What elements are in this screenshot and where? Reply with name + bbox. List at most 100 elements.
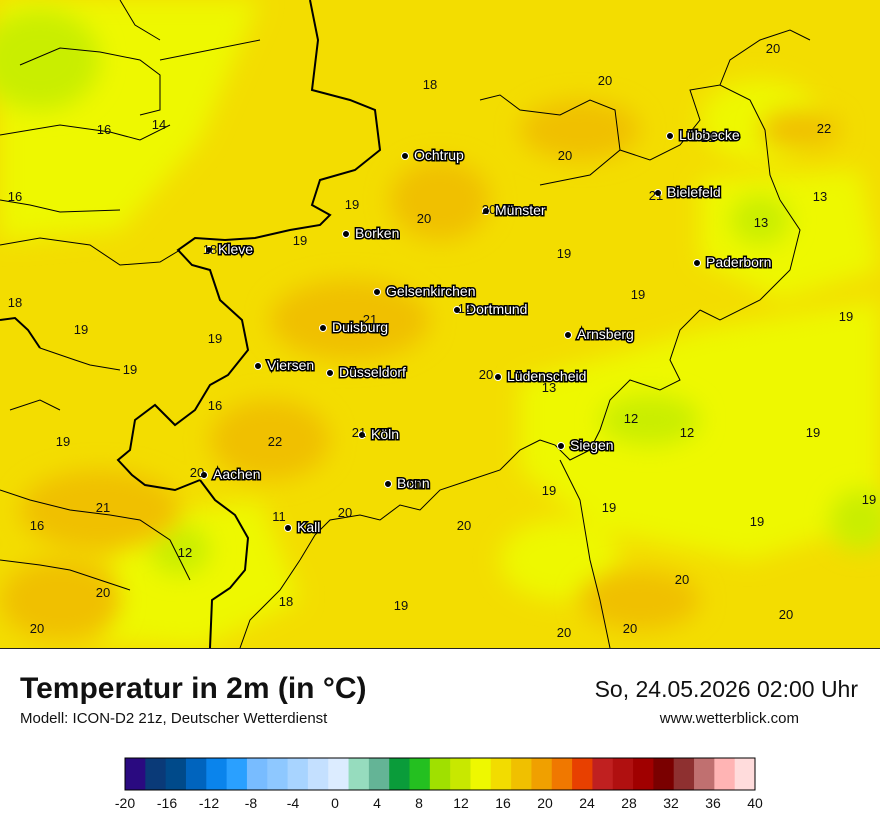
temperature-value: 16 [8, 189, 22, 204]
city-label: Siegen [570, 437, 614, 453]
city-label: Lübbecke [679, 127, 740, 143]
legend-color-cell [673, 758, 695, 790]
city-marker[interactable]: Köln [358, 425, 401, 444]
temperature-value: 16 [97, 122, 111, 137]
city-label: Bielefeld [667, 184, 721, 200]
city-label: Gelsenkirchen [386, 283, 476, 299]
city-marker[interactable]: Arnsberg [564, 325, 635, 344]
temperature-value: 19 [557, 246, 571, 261]
temperature-value: 19 [458, 301, 472, 316]
legend-tick-label: 12 [453, 795, 469, 811]
city-label: Aachen [213, 466, 260, 482]
legend-color-cell [348, 758, 370, 790]
temperature-value: 19 [56, 434, 70, 449]
temperature-value: 19 [394, 598, 408, 613]
temperature-value: 12 [178, 545, 192, 560]
city-marker[interactable]: Siegen [557, 436, 615, 455]
city-marker[interactable]: Gelsenkirchen [373, 282, 477, 301]
city-marker[interactable]: Viersen [254, 356, 316, 375]
temperature-value: 20 [457, 518, 471, 533]
city-marker[interactable]: Bonn [384, 474, 431, 493]
temperature-value: 20 [408, 477, 422, 492]
city-marker[interactable]: Dortmund [453, 300, 529, 319]
legend-tick-label: 28 [621, 795, 637, 811]
city-label: Duisburg [332, 319, 388, 335]
legend-color-cell [287, 758, 309, 790]
legend-tick-label: -20 [115, 795, 135, 811]
temperature-values: 20 20 18 22 16 14 21 20 16 13 21 20 13 1… [8, 41, 876, 640]
legend-tick-label: 16 [495, 795, 511, 811]
city-marker[interactable]: Bielefeld [654, 183, 722, 202]
city-label: Viersen [267, 357, 314, 373]
temperature-value: 20 [675, 572, 689, 587]
city-marker[interactable]: Lübbecke [666, 126, 741, 145]
legend-color-cell [714, 758, 736, 790]
temperature-value: 20 [558, 148, 572, 163]
legend-tick-label: 8 [415, 795, 423, 811]
temperature-value: 22 [817, 121, 831, 136]
legend-color-cell [450, 758, 471, 790]
temperature-value: 21 [352, 425, 366, 440]
temperature-value: 20 [779, 607, 793, 622]
city-label: Münster [495, 202, 546, 218]
temperature-value: 20 [766, 41, 780, 56]
temperature-value: 11 [272, 509, 286, 524]
temperature-value: 19 [293, 233, 307, 248]
legend-color-cell [734, 758, 756, 790]
city-label: Kall [297, 519, 320, 535]
temperature-value: 20 [623, 621, 637, 636]
temperature-value: 19 [862, 492, 876, 507]
city-label: Paderborn [706, 254, 771, 270]
legend-color-cell [511, 758, 532, 790]
temperature-value: 21 [649, 188, 663, 203]
temperature-field-warm [0, 100, 840, 640]
temperature-value: 19 [750, 514, 764, 529]
legend-color-cell [328, 758, 350, 790]
legend-color-cell [653, 758, 675, 790]
legend-color-cell [592, 758, 614, 790]
temperature-value: 18 [279, 594, 293, 609]
city-marker[interactable]: Düsseldorf [326, 363, 408, 382]
temperature-value: 12 [624, 411, 638, 426]
temperature-value: 20 [190, 465, 204, 480]
temperature-value: 19 [74, 322, 88, 337]
legend-color-cell [125, 758, 146, 790]
legend-color-cell [389, 758, 411, 790]
city-marker[interactable]: Lüdenscheid [494, 367, 588, 386]
temperature-value: 20 [417, 211, 431, 226]
forecast-datetime: So, 24.05.2026 02:00 Uhr [594, 676, 858, 702]
legend-color-cell [185, 758, 207, 790]
temperature-map: Lübbecke Ochtrup Bielefeld Münster Borke… [0, 0, 880, 649]
legend-tick-label: 20 [537, 795, 553, 811]
city-marker[interactable]: Duisburg [319, 318, 390, 337]
legend-tick-label: -16 [157, 795, 177, 811]
map-canvas[interactable]: Lübbecke Ochtrup Bielefeld Münster Borke… [0, 0, 880, 649]
temperature-value: 20 [96, 585, 110, 600]
legend-tick-label: -12 [199, 795, 219, 811]
website-link[interactable]: www.wetterblick.com [659, 710, 799, 727]
legend-tick-label: 0 [331, 795, 339, 811]
legend-color-cell [368, 758, 390, 790]
temperature-value: 14 [152, 117, 166, 132]
legend-color-cell [490, 758, 512, 790]
legend-color-cell [612, 758, 634, 790]
city-label: Köln [371, 426, 399, 442]
legend-color-cell [307, 758, 329, 790]
city-marker[interactable]: Paderborn [693, 253, 773, 272]
temperature-field-cold [0, 10, 880, 575]
city-marker[interactable]: Borken [342, 224, 401, 243]
city-label: Borken [355, 225, 399, 241]
city-label: Ochtrup [414, 147, 464, 163]
temperature-value: 19 [631, 287, 645, 302]
city-marker[interactable]: Ochtrup [401, 146, 466, 165]
temperature-value: 20 [479, 367, 493, 382]
temperature-value: 13 [754, 215, 768, 230]
city-marker[interactable]: Münster [482, 201, 547, 220]
city-marker[interactable]: Kleve [205, 240, 255, 259]
temperature-value: 19 [123, 362, 137, 377]
city-label: Düsseldorf [339, 364, 406, 380]
legend-tick-label: 40 [747, 795, 763, 811]
city-marker[interactable]: Aachen [200, 465, 262, 484]
legend-color-cell [429, 758, 451, 790]
city-marker[interactable]: Kall [284, 518, 322, 537]
